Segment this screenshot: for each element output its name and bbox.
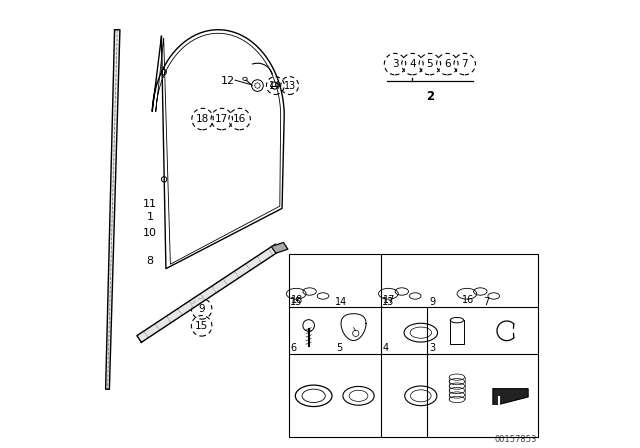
Text: 4: 4: [382, 343, 388, 353]
Text: 00157853: 00157853: [494, 435, 536, 444]
Text: 9: 9: [198, 304, 205, 314]
Text: 14: 14: [335, 297, 347, 306]
Text: 4: 4: [409, 59, 416, 69]
Text: 10: 10: [143, 228, 157, 238]
Polygon shape: [106, 30, 120, 389]
Polygon shape: [493, 389, 528, 406]
Text: 16: 16: [233, 114, 246, 124]
Text: 3: 3: [429, 343, 436, 353]
Text: 13: 13: [284, 81, 296, 90]
Polygon shape: [271, 242, 288, 253]
Text: 15: 15: [195, 321, 208, 331]
Text: 6: 6: [290, 343, 296, 353]
Text: 14: 14: [269, 81, 282, 90]
Text: 8: 8: [147, 256, 154, 266]
Text: 18: 18: [196, 114, 209, 124]
Text: 11: 11: [143, 199, 157, 209]
Text: 1: 1: [147, 212, 154, 222]
Text: 3: 3: [392, 59, 398, 69]
Text: 12: 12: [221, 76, 235, 86]
Text: 5: 5: [426, 59, 433, 69]
Text: 13: 13: [382, 297, 394, 306]
Polygon shape: [137, 244, 280, 342]
Text: 6: 6: [444, 59, 451, 69]
Text: 17: 17: [215, 114, 228, 124]
Bar: [289, 254, 538, 438]
Text: 18: 18: [291, 295, 303, 305]
Text: 15: 15: [290, 297, 302, 306]
Text: 7: 7: [461, 59, 468, 69]
Text: 16: 16: [461, 295, 474, 305]
Text: 9: 9: [429, 297, 436, 306]
Text: 17: 17: [383, 295, 396, 305]
Text: 2: 2: [426, 90, 434, 103]
Text: 5: 5: [336, 343, 342, 353]
Text: 7: 7: [483, 297, 490, 306]
